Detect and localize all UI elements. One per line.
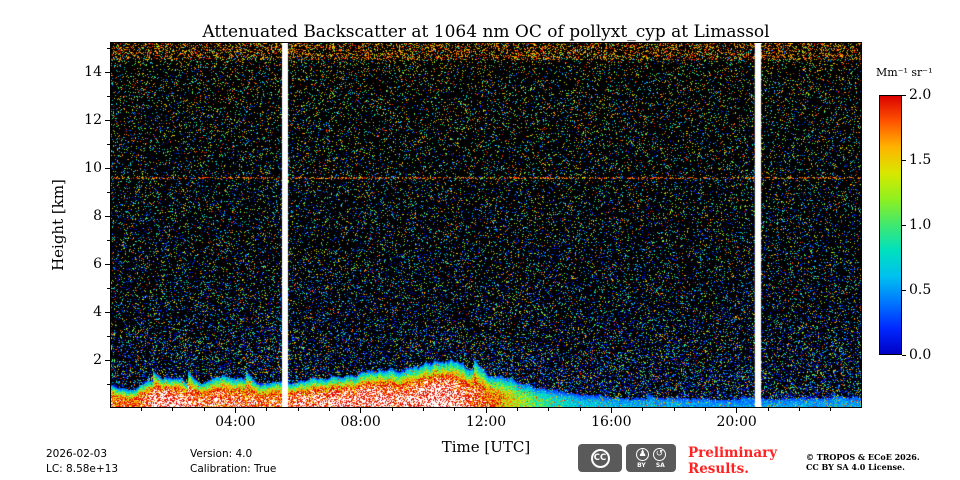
calibration-text: Calibration: True	[190, 463, 277, 475]
y-tick-label: 10	[84, 160, 102, 176]
x-minor-tick-mark	[266, 408, 268, 411]
cc-by-sa-caption: BY SA	[637, 461, 665, 469]
y-major-tick-mark	[105, 215, 110, 217]
y-major-tick-mark	[105, 119, 110, 121]
x-tick-label: 04:00	[215, 414, 256, 430]
y-major-tick-mark	[105, 311, 110, 313]
x-minor-tick-mark	[704, 408, 706, 411]
chart-title: Attenuated Backscatter at 1064 nm OC of …	[202, 22, 770, 42]
cc-by-sa-badge: ♟ ↺ BY SA	[626, 444, 676, 472]
x-major-tick-mark	[736, 408, 738, 413]
x-minor-tick-mark	[422, 408, 424, 411]
y-major-tick-mark	[105, 167, 110, 169]
x-minor-tick-mark	[203, 408, 205, 411]
y-major-tick-mark	[105, 71, 110, 73]
x-minor-tick-mark	[642, 408, 644, 411]
colorbar-tick-mark	[902, 224, 906, 226]
y-major-tick-mark	[105, 263, 110, 265]
plot-area	[110, 42, 862, 408]
x-minor-tick-mark	[798, 408, 800, 411]
colorbar-tick-label: 0.0	[909, 347, 932, 363]
x-minor-tick-mark	[830, 408, 832, 411]
copyright-note: © TROPOS & ECoE 2026. CC BY SA 4.0 Licen…	[806, 452, 920, 472]
preliminary-line1: Preliminary	[688, 445, 778, 461]
x-tick-label: 12:00	[465, 414, 507, 430]
colorbar-tick-mark	[902, 159, 906, 161]
y-tick-label: 12	[84, 112, 102, 128]
preliminary-results-note: Preliminary Results.	[688, 445, 777, 477]
x-minor-tick-mark	[328, 408, 330, 411]
colorbar-tick-mark	[902, 94, 906, 96]
y-tick-label: 2	[93, 352, 102, 368]
colorbar-tick-label: 1.5	[909, 152, 932, 168]
colorbar-tick-mark	[902, 354, 906, 356]
version-text: Version: 4.0	[190, 448, 253, 460]
x-tick-label: 08:00	[340, 414, 381, 430]
x-minor-tick-mark	[767, 408, 769, 411]
colorbar-unit-label: Mm⁻¹ sr⁻¹	[876, 66, 933, 79]
colorbar-gradient	[879, 95, 902, 355]
preliminary-line2: Results.	[688, 461, 749, 477]
x-minor-tick-mark	[140, 408, 142, 411]
y-tick-label: 14	[84, 64, 102, 80]
y-minor-tick-mark	[107, 191, 110, 193]
colorbar-tick-label: 1.0	[909, 217, 932, 233]
cc-by-person-icon: ♟	[636, 447, 649, 461]
x-major-tick-mark	[610, 408, 612, 413]
x-minor-tick-mark	[391, 408, 393, 411]
y-minor-tick-mark	[107, 47, 110, 49]
y-minor-tick-mark	[107, 95, 110, 97]
copyright-line2: CC BY SA 4.0 License.	[806, 462, 905, 472]
lidar-constant: LC: 8.58e+13	[46, 463, 119, 475]
cc-by-sa-icons: ♟ ↺	[636, 447, 666, 461]
measurement-date: 2026-02-03	[46, 448, 108, 460]
y-tick-label: 8	[93, 208, 102, 224]
x-major-tick-mark	[234, 408, 236, 413]
person-glyph: ♟	[638, 449, 647, 459]
cc-logo-icon: CC	[590, 448, 610, 468]
cc-logo-text: CC	[593, 453, 607, 463]
x-minor-tick-mark	[172, 408, 174, 411]
x-minor-tick-mark	[454, 408, 456, 411]
x-minor-tick-mark	[297, 408, 299, 411]
y-minor-tick-mark	[107, 143, 110, 145]
x-minor-tick-mark	[579, 408, 581, 411]
colorbar-tick-label: 0.5	[909, 282, 932, 298]
y-minor-tick-mark	[107, 287, 110, 289]
colorbar-tick-mark	[902, 289, 906, 291]
x-major-tick-mark	[360, 408, 362, 413]
x-tick-label: 16:00	[591, 414, 632, 430]
x-minor-tick-mark	[673, 408, 675, 411]
y-tick-label: 4	[93, 304, 102, 320]
colorbar	[879, 95, 902, 355]
backscatter-heatmap	[110, 42, 862, 408]
x-axis-label: Time [UTC]	[441, 438, 531, 456]
version-annotation: Version: 4.0 Calibration: True	[190, 447, 276, 477]
date-annotation: 2026-02-03 LC: 8.58e+13	[46, 447, 118, 477]
x-major-tick-mark	[485, 408, 487, 413]
cc-sa-arrow-icon: ↺	[653, 447, 666, 461]
y-minor-tick-mark	[107, 335, 110, 337]
cc-license-badges: CC ♟ ↺ BY SA	[578, 444, 676, 472]
cc-badge: CC	[578, 444, 622, 472]
x-tick-label: 20:00	[716, 414, 757, 430]
copyright-line1: © TROPOS & ECoE 2026.	[806, 452, 920, 462]
y-tick-label: 6	[93, 256, 102, 272]
arrow-glyph: ↺	[655, 449, 664, 459]
x-minor-tick-mark	[548, 408, 550, 411]
x-minor-tick-mark	[516, 408, 518, 411]
y-minor-tick-mark	[107, 383, 110, 385]
y-major-tick-mark	[105, 359, 110, 361]
y-minor-tick-mark	[107, 239, 110, 241]
colorbar-tick-label: 2.0	[909, 87, 932, 103]
